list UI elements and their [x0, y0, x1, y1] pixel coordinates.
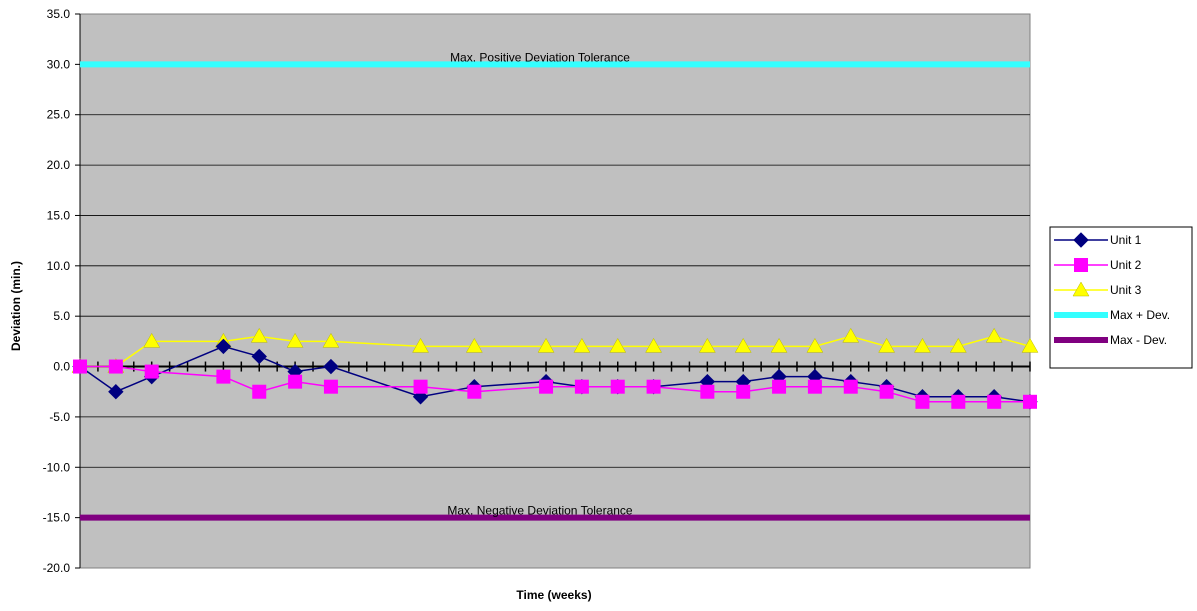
- y-tick-label: -20.0: [43, 561, 71, 575]
- y-tick-label: -15.0: [43, 511, 71, 525]
- data-point-triangle: [573, 337, 591, 353]
- data-point-diamond: [108, 384, 124, 400]
- data-point-square: [951, 394, 966, 409]
- data-point-square: [987, 394, 1002, 409]
- plot-area-group: [79, 13, 1031, 569]
- data-point-square: [323, 379, 338, 394]
- data-point-triangle: [1072, 281, 1090, 297]
- data-point-square: [646, 379, 661, 394]
- data-point-triangle: [806, 337, 824, 353]
- data-point-diamond: [1073, 232, 1089, 248]
- y-axis-label: Deviation (min.): [9, 261, 23, 351]
- data-point-triangle: [143, 332, 161, 348]
- data-point-triangle: [465, 337, 483, 353]
- data-point-square: [736, 384, 751, 399]
- legend-box: [1049, 226, 1193, 369]
- y-tick-label: 0.0: [53, 360, 70, 374]
- data-point-diamond: [323, 358, 339, 375]
- y-tick-label: 20.0: [47, 158, 71, 172]
- legend-label: Max - Dev.: [1110, 333, 1167, 347]
- data-point-square: [144, 364, 159, 379]
- data-point-square: [915, 394, 930, 409]
- data-point-triangle: [878, 337, 896, 353]
- y-tick-label: 25.0: [47, 108, 71, 122]
- data-point-square: [467, 384, 482, 399]
- y-tick-label: 35.0: [47, 7, 71, 21]
- data-point-square: [807, 379, 822, 394]
- series-group: Max. Positive Deviation Tolerance Max. Ne…: [71, 50, 1039, 521]
- data-point-triangle: [949, 337, 967, 353]
- data-point-square: [216, 369, 231, 384]
- data-point-square: [610, 379, 625, 394]
- data-point-triangle: [842, 327, 860, 343]
- tolerance-annotation: Max. Negative Deviation Tolerance: [447, 504, 633, 518]
- data-point-triangle: [914, 337, 931, 353]
- data-point-square: [252, 384, 267, 399]
- data-point-square: [574, 379, 589, 394]
- data-point-triangle: [1021, 337, 1039, 353]
- data-point-triangle: [985, 327, 1003, 343]
- data-point-triangle: [770, 337, 788, 353]
- data-point-square: [413, 379, 428, 394]
- axes-group: -20.0 -15.0 -10.0 -5.0 0.0 5.0 10.0 15.0 20.0 25.…: [43, 7, 1031, 575]
- data-point-triangle: [609, 337, 627, 353]
- data-point-square: [108, 359, 123, 374]
- tolerance-annotation: Max. Positive Deviation Tolerance: [450, 50, 630, 64]
- y-tick-label: 5.0: [53, 309, 70, 323]
- y-tick-label: 10.0: [47, 259, 71, 273]
- data-point-square: [288, 374, 303, 389]
- data-point-triangle: [250, 327, 268, 343]
- legend-label: Max + Dev.: [1110, 308, 1170, 322]
- x-axis-label: Time (weeks): [516, 588, 591, 602]
- data-point-triangle: [734, 337, 752, 353]
- legend: Unit 1 Unit 2 Unit 3 Max + Dev. Max - Dev.: [1049, 226, 1193, 369]
- data-point-square: [1023, 394, 1037, 409]
- data-point-triangle: [286, 332, 304, 348]
- plot-background: [79, 13, 1031, 569]
- data-point-square: [843, 379, 858, 394]
- data-point-square: [539, 379, 554, 394]
- data-point-diamond: [215, 338, 232, 355]
- data-point-triangle: [698, 337, 716, 353]
- data-point-square: [879, 384, 894, 399]
- y-tick-label: 15.0: [47, 208, 71, 222]
- legend-label: Unit 1: [1110, 233, 1142, 247]
- data-point-diamond: [251, 348, 267, 365]
- y-tick-label: -5.0: [49, 410, 70, 424]
- labels-group: Deviation (min.) Time (weeks): [9, 261, 592, 602]
- y-tick-label: 30.0: [47, 57, 71, 71]
- data-point-square: [1074, 258, 1088, 272]
- data-point-triangle: [645, 337, 663, 353]
- data-point-triangle: [412, 337, 429, 353]
- legend-label: Unit 3: [1110, 283, 1142, 297]
- data-point-square: [73, 359, 87, 374]
- data-point-triangle: [537, 337, 555, 353]
- y-tick-label: -10.0: [43, 460, 71, 474]
- legend-label: Unit 2: [1110, 258, 1142, 272]
- data-point-square: [700, 384, 715, 399]
- data-point-square: [772, 379, 787, 394]
- data-point-triangle: [322, 332, 340, 348]
